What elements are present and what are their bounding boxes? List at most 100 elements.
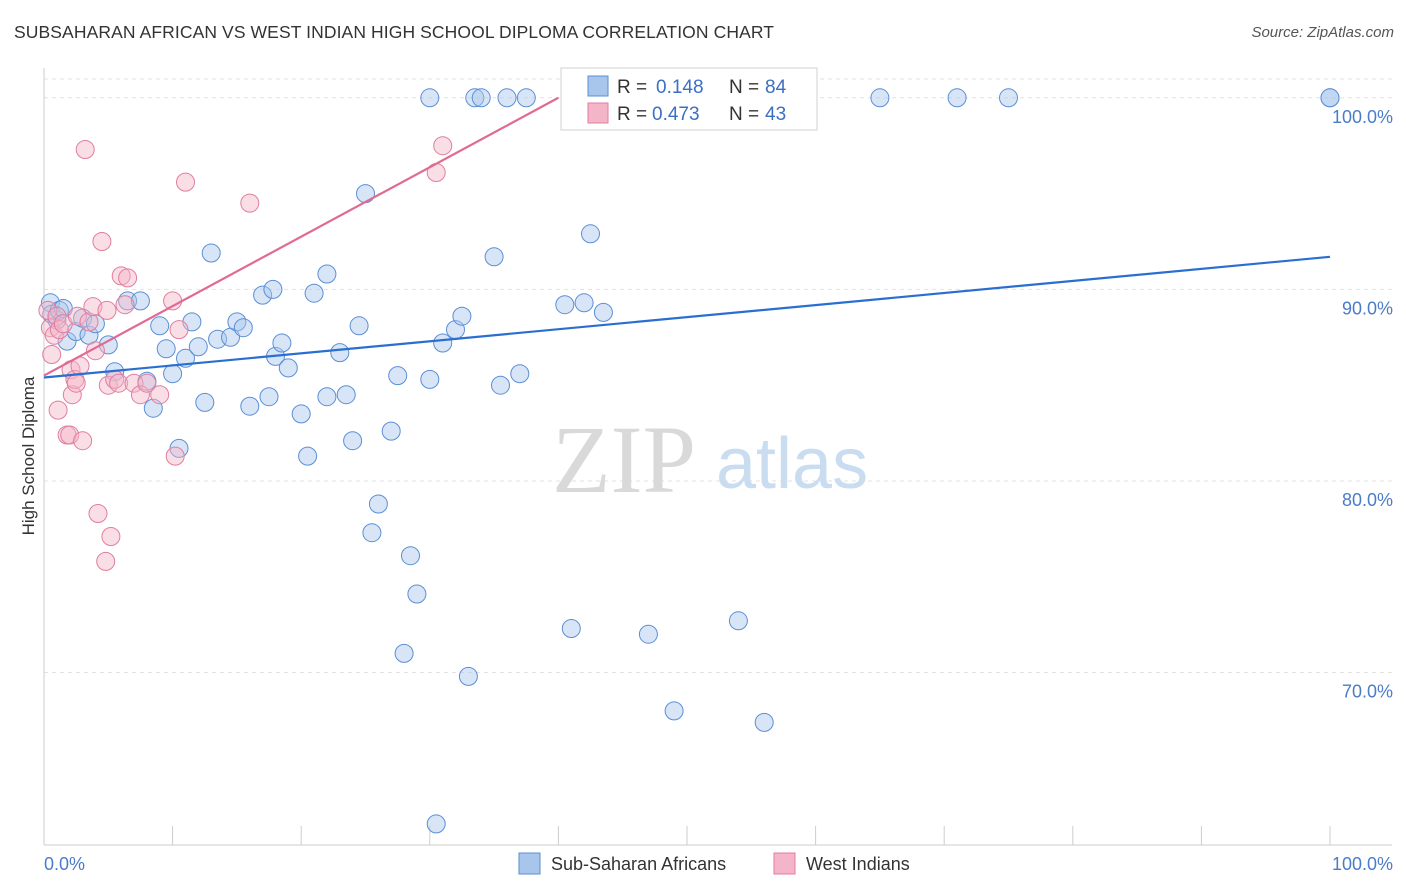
legend-bottom-swatch-blue [518,852,541,875]
data-point [458,666,478,686]
gridlines [44,78,1392,674]
data-point [97,300,117,320]
data-point [317,264,337,284]
data-point [115,295,135,315]
y-tick-label-100: 100.0% [1332,107,1393,127]
data-point [118,268,138,288]
data-point [947,88,967,108]
data-point [109,373,129,393]
data-point [452,306,472,326]
data-point [130,291,150,311]
data-point [581,224,600,244]
legend-r-value-2: 0.473 [652,104,700,125]
watermark-atlas: atlas [716,424,868,504]
data-point [420,369,440,389]
data-point [96,551,116,571]
legend-r-label-1: R = [617,77,647,98]
data-point [664,701,684,721]
data-point [561,619,581,638]
source-label: Source: ZipAtlas.com [1251,24,1394,41]
data-point [638,624,658,644]
data-point [304,283,324,303]
data-point [259,387,279,407]
legend-swatch-blue [587,75,609,97]
y-tick-label-90: 90.0% [1342,298,1393,318]
data-point [150,316,170,336]
data-point [401,546,420,566]
legend-n-label-1: N = [729,77,759,98]
watermark: ZIP atlas [552,406,868,513]
data-point [176,172,195,192]
watermark-zip: ZIP [552,406,696,513]
trend-line-west-indians [43,96,559,377]
data-point [870,88,890,108]
data-point [394,643,414,663]
data-point [48,400,68,420]
data-point [465,88,485,108]
legend-bottom-label-sub-saharan: Sub-Saharan Africans [551,854,726,874]
x-ticks [43,826,1331,845]
data-point [188,337,208,357]
legend-r-label-2: R = [617,104,647,125]
trend-lines [43,96,1331,379]
y-tick-label-80: 80.0% [1342,490,1393,510]
data-point [433,136,453,156]
legend-n-label-2: N = [729,104,759,125]
data-point [233,318,253,338]
data-point [999,88,1018,108]
data-point [240,193,260,213]
data-point [388,366,408,386]
data-point [92,232,112,251]
data-point [67,306,87,326]
data-point [516,88,536,108]
data-point [88,504,108,523]
data-point [317,387,337,407]
data-point [79,312,99,332]
data-point [362,523,382,543]
data-point [381,421,401,441]
data-point [497,88,517,108]
data-point [253,285,273,305]
data-point [278,358,298,378]
data-point [298,446,318,466]
data-point [130,385,150,405]
data-point [101,527,121,546]
data-point [407,584,427,604]
data-point [163,364,183,384]
legend-top: R = 0.148 N = 84 R = 0.473 N = 43 [560,67,818,131]
data-point [330,343,350,363]
data-point [66,373,86,393]
data-point [336,385,356,405]
data-point [555,295,575,315]
y-tick-label-70: 70.0% [1342,682,1393,702]
data-point [150,385,170,405]
data-point [349,316,369,336]
data-point [201,243,221,263]
data-point [343,431,363,451]
data-point [195,392,215,412]
data-point [754,712,774,732]
data-point [240,396,260,416]
data-point [83,297,103,317]
data-point [368,494,388,514]
data-point [471,88,491,108]
data-point [156,339,176,359]
series-west-indians [38,136,453,571]
legend-bottom-label-west-indians: West Indians [806,854,910,874]
legend-bottom-swatch-pink [773,852,796,875]
legend-n-value-2: 43 [765,104,786,125]
chart-title: SUBSAHARAN AFRICAN VS WEST INDIAN HIGH S… [14,22,775,42]
data-point [49,320,69,340]
legend-n-value-1: 84 [765,77,787,98]
legend-r-value-1: 0.148 [656,77,704,98]
data-point [593,302,613,322]
data-point [484,247,504,267]
data-point [60,425,80,445]
data-point [124,373,144,393]
data-point [491,375,510,395]
data-point [574,293,594,313]
data-point [420,88,440,108]
data-point [169,320,189,340]
data-point [75,140,95,159]
